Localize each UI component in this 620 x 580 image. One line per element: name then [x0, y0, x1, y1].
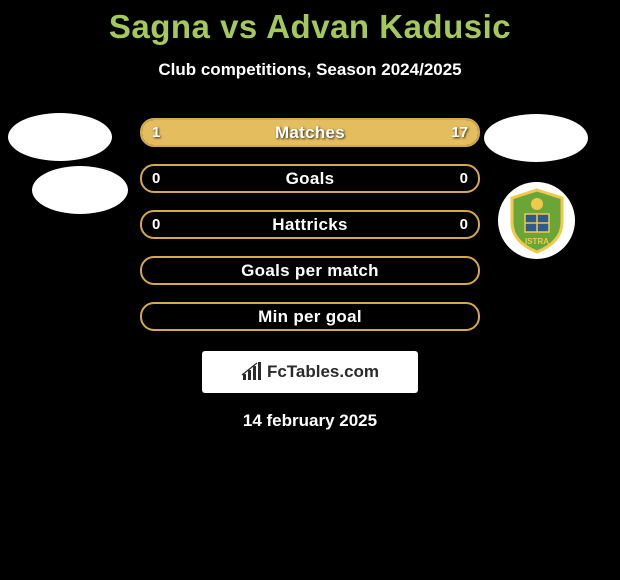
subtitle-text: Club competitions, Season 2024/2025 [0, 60, 620, 80]
stat-label: Matches [142, 120, 478, 145]
stat-bar-min-per-goal: Min per goal [140, 302, 480, 331]
player-right-avatar [484, 114, 588, 162]
stat-label: Goals per match [142, 258, 478, 283]
watermark[interactable]: FcTables.com [202, 351, 418, 393]
player-left-avatar [8, 113, 112, 161]
club-left-badge [32, 166, 128, 214]
watermark-text: FcTables.com [267, 362, 379, 382]
stat-value-right: 0 [460, 212, 468, 237]
stat-value-right: 0 [460, 166, 468, 191]
stat-bar-hattricks: 0 Hattricks 0 [140, 210, 480, 239]
stat-bar-goals: 0 Goals 0 [140, 164, 480, 193]
svg-text:ISTRA: ISTRA [525, 237, 549, 246]
stat-label: Goals [142, 166, 478, 191]
stat-label: Min per goal [142, 304, 478, 329]
bar-chart-icon [241, 362, 263, 382]
stats-bars: 1 Matches 17 0 Goals 0 0 Hattricks 0 Goa… [140, 118, 480, 331]
page-title: Sagna vs Advan Kadusic [0, 0, 620, 46]
stat-label: Hattricks [142, 212, 478, 237]
club-right-shield-icon: ISTRA [507, 188, 567, 254]
date-text: 14 february 2025 [0, 411, 620, 431]
stat-bar-goals-per-match: Goals per match [140, 256, 480, 285]
club-right-badge: ISTRA [498, 182, 575, 259]
stat-bar-matches: 1 Matches 17 [140, 118, 480, 147]
stat-value-right: 17 [451, 120, 468, 145]
